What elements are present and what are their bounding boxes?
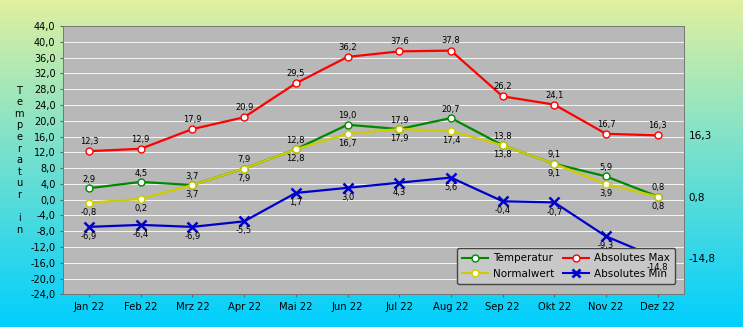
Text: -6,4: -6,4: [132, 230, 149, 239]
Text: -6,9: -6,9: [81, 232, 97, 241]
Text: 3,7: 3,7: [186, 172, 199, 181]
Text: 7,9: 7,9: [238, 155, 250, 164]
Text: 0,8: 0,8: [651, 183, 664, 192]
Text: 3,7: 3,7: [186, 190, 199, 199]
Text: 17,9: 17,9: [390, 116, 409, 125]
Text: 17,9: 17,9: [184, 115, 201, 124]
Text: 4,3: 4,3: [392, 188, 406, 197]
Text: 13,8: 13,8: [493, 150, 512, 159]
Text: 37,8: 37,8: [441, 37, 460, 45]
Text: 20,7: 20,7: [441, 105, 460, 114]
Text: 12,8: 12,8: [287, 154, 305, 163]
Text: -5,5: -5,5: [236, 227, 252, 235]
Text: 0,8: 0,8: [651, 202, 664, 211]
Text: 12,9: 12,9: [132, 135, 150, 144]
Text: 17,4: 17,4: [441, 136, 460, 145]
Text: -0,7: -0,7: [546, 208, 562, 216]
Legend: Temperatur, Normalwert, Absolutes Max, Absolutes Min: Temperatur, Normalwert, Absolutes Max, A…: [457, 248, 675, 284]
Text: 36,2: 36,2: [338, 43, 357, 52]
Text: 16,7: 16,7: [338, 139, 357, 148]
Text: 24,1: 24,1: [545, 91, 563, 99]
Text: 37,6: 37,6: [390, 37, 409, 46]
Text: 5,6: 5,6: [444, 183, 458, 192]
Text: 16,3: 16,3: [649, 121, 667, 130]
Text: 2,9: 2,9: [82, 175, 96, 184]
Text: 3,9: 3,9: [600, 189, 613, 198]
Y-axis label: T
e
m
p
e
r
a
t
u
r
 
i
n: T e m p e r a t u r i n: [15, 86, 24, 235]
Text: 19,0: 19,0: [338, 112, 357, 120]
Text: -0,4: -0,4: [495, 206, 510, 215]
Text: 5,9: 5,9: [600, 163, 612, 172]
Text: -14,8: -14,8: [647, 263, 669, 272]
Text: 26,2: 26,2: [493, 82, 512, 91]
Text: 16,7: 16,7: [597, 120, 615, 129]
Text: 7,9: 7,9: [238, 174, 250, 183]
Text: 17,9: 17,9: [390, 134, 409, 143]
Text: -6,9: -6,9: [184, 232, 201, 241]
Text: 20,9: 20,9: [235, 103, 253, 112]
Text: 29,5: 29,5: [287, 69, 305, 78]
Text: 9,1: 9,1: [548, 150, 561, 160]
Text: -9,3: -9,3: [598, 241, 614, 250]
Text: 4,5: 4,5: [134, 169, 147, 178]
Text: 0,2: 0,2: [134, 204, 147, 213]
Text: 12,8: 12,8: [287, 136, 305, 145]
Text: 13,8: 13,8: [493, 132, 512, 141]
Text: 1,7: 1,7: [289, 198, 302, 207]
Text: 9,1: 9,1: [548, 169, 561, 178]
Text: 3,0: 3,0: [341, 193, 354, 202]
Text: -0,8: -0,8: [81, 208, 97, 217]
Text: 12,3: 12,3: [80, 137, 98, 146]
